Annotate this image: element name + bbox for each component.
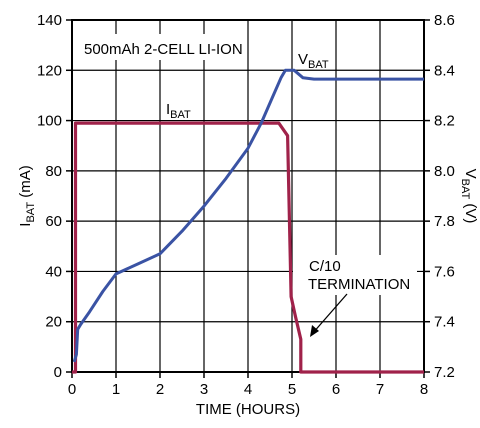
y-left-tick-label: 0	[54, 364, 62, 381]
series-label-ibat: IBAT	[166, 101, 191, 121]
y-axis-label-left: IBAT (mA)	[17, 165, 37, 226]
annotation-arrow-line	[311, 293, 348, 335]
x-tick-label: 7	[376, 381, 384, 398]
y-left-tick-label: 140	[37, 12, 62, 29]
x-tick-label: 3	[200, 381, 208, 398]
x-tick-label: 4	[244, 381, 252, 398]
y-axis-label-right: VBAT (V)	[459, 169, 479, 224]
x-tick-label: 2	[156, 381, 164, 398]
x-tick-label: 6	[332, 381, 340, 398]
annotation-termination: TERMINATION	[308, 276, 410, 293]
y-left-tick-label: 120	[37, 62, 62, 79]
chart-title: 500mAh 2-CELL LI-ION	[84, 41, 243, 58]
y-right-tick-label: 7.6	[434, 263, 455, 280]
axis-ticks: 0 1 2 3 4 5 6 7 80204060801001201407.27.47.67.88…	[37, 12, 455, 398]
y-left-tick-label: 40	[45, 263, 62, 280]
annotation-arrow-head	[310, 325, 319, 337]
y-right-tick-label: 8.0	[434, 163, 455, 180]
y-right-tick-label: 8.4	[434, 62, 455, 79]
series-label-vbat: VBAT	[298, 51, 329, 71]
y-right-tick-label: 8.2	[434, 113, 455, 130]
grid-lines	[72, 20, 424, 372]
annotation-c10: C/10	[309, 258, 341, 275]
x-tick-label: 5	[288, 381, 296, 398]
x-tick-label: 0	[68, 381, 76, 398]
x-tick-label: 1	[112, 381, 120, 398]
y-right-tick-label: 7.8	[434, 213, 455, 230]
y-right-tick-label: 7.2	[434, 364, 455, 381]
y-left-tick-label: 60	[45, 213, 62, 230]
y-left-tick-label: 80	[45, 163, 62, 180]
x-tick-label: 8	[420, 381, 428, 398]
y-right-tick-label: 7.4	[434, 314, 455, 331]
y-left-tick-label: 20	[45, 314, 62, 331]
series-line-ibat	[72, 121, 424, 374]
y-right-tick-label: 8.6	[434, 12, 455, 29]
series-line-vbat	[72, 68, 424, 363]
x-axis-label: TIME (HOURS)	[196, 401, 300, 418]
y-left-tick-label: 100	[37, 113, 62, 130]
